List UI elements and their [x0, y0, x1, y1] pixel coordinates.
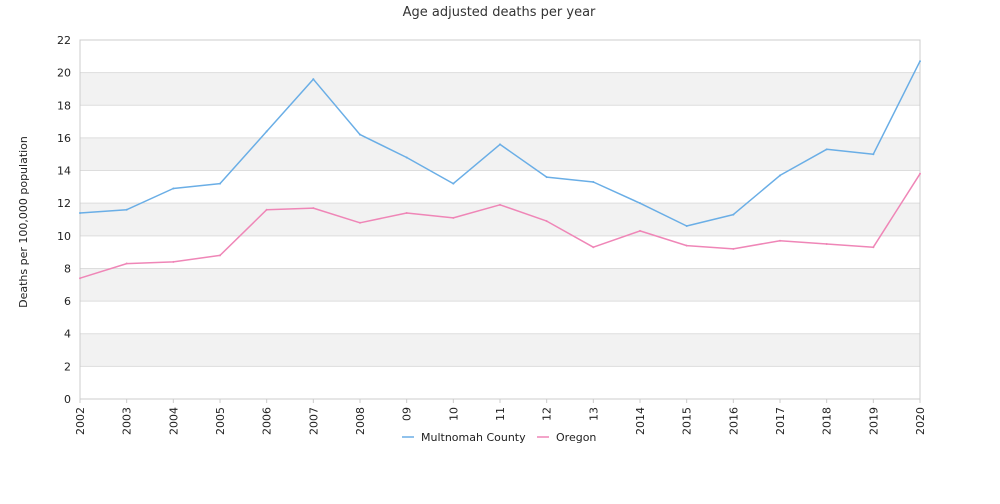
- x-tick-label: 2014: [634, 407, 647, 435]
- data-point: [545, 220, 548, 223]
- legend-item[interactable]: Multnomah County: [402, 431, 526, 444]
- grid-band: [80, 72, 920, 106]
- data-point: [592, 180, 595, 183]
- legend-label: Oregon: [556, 431, 596, 444]
- data-point: [639, 229, 641, 232]
- x-tick-label: 2003: [121, 407, 134, 435]
- x-tick-label: 2006: [261, 407, 274, 435]
- data-point: [685, 225, 688, 228]
- x-tick-label: 2016: [727, 407, 740, 435]
- y-tick-label: 16: [57, 132, 71, 145]
- x-tick-label: 13: [587, 407, 600, 421]
- grid-bands: [80, 72, 920, 367]
- x-tick-label: 2002: [74, 407, 87, 435]
- x-tick-label: 10: [447, 407, 460, 421]
- data-point: [125, 262, 128, 265]
- y-tick-label: 6: [64, 295, 71, 308]
- data-point: [405, 211, 408, 214]
- data-point: [219, 182, 221, 185]
- y-tick-label: 20: [57, 67, 71, 80]
- data-point: [452, 216, 455, 219]
- data-point: [499, 143, 501, 146]
- data-point: [732, 213, 735, 216]
- data-point: [639, 202, 641, 205]
- y-tick-label: 4: [64, 328, 71, 341]
- data-point: [779, 239, 781, 242]
- y-tick-label: 0: [64, 393, 71, 406]
- x-tick-label: 09: [401, 407, 414, 421]
- y-tick-label: 2: [64, 360, 71, 373]
- series-lines: [79, 60, 921, 280]
- x-tick-label: 12: [541, 407, 554, 421]
- x-tick-label: 2007: [307, 407, 320, 435]
- data-point: [872, 246, 875, 249]
- data-point: [405, 156, 408, 159]
- y-tick-labels: 0 2 4 6 8 10 12 14 16 18 20 22: [57, 34, 71, 406]
- legend-item[interactable]: Oregon: [537, 431, 596, 444]
- y-tick-label: 18: [57, 99, 71, 112]
- y-tick-label: 8: [64, 262, 71, 275]
- data-point: [359, 221, 361, 224]
- x-tick-label: 11: [494, 407, 507, 421]
- data-point: [732, 247, 735, 250]
- data-point: [265, 130, 268, 133]
- x-tick-labels: 2002 2003 2004 2005 2006 2007 2008 09 10 11 12 13 20…: [74, 399, 927, 435]
- x-tick-label: 2018: [821, 407, 834, 435]
- x-tick-label: 2017: [774, 407, 787, 435]
- grid-band: [80, 137, 920, 171]
- data-point: [172, 187, 175, 190]
- data-point: [452, 182, 455, 185]
- data-point: [359, 133, 361, 136]
- x-tick-label: 2004: [167, 407, 180, 435]
- data-point: [592, 246, 595, 249]
- data-point: [265, 208, 268, 211]
- grid-band: [80, 333, 920, 367]
- data-point: [685, 244, 688, 247]
- x-tick-label: 2005: [214, 407, 227, 435]
- x-tick-label: 2008: [354, 407, 367, 435]
- data-point: [172, 260, 175, 263]
- y-tick-label: 12: [57, 197, 71, 210]
- data-point: [872, 153, 875, 156]
- x-tick-label: 2015: [681, 407, 694, 435]
- data-point: [79, 211, 81, 214]
- data-point: [499, 203, 501, 206]
- data-point: [125, 208, 128, 211]
- data-point: [312, 78, 315, 81]
- data-point: [79, 277, 81, 280]
- y-axis-title: Deaths per 100,000 population: [17, 136, 30, 308]
- x-tick-label: 2020: [914, 407, 927, 435]
- y-tick-label: 14: [57, 165, 71, 178]
- legend[interactable]: Multnomah County Oregon: [402, 431, 596, 444]
- y-tick-label: 10: [57, 230, 71, 243]
- data-point: [779, 174, 781, 177]
- data-point: [825, 148, 828, 151]
- data-point: [919, 172, 921, 175]
- data-point: [545, 176, 548, 179]
- legend-label: Multnomah County: [421, 431, 526, 444]
- data-point: [219, 254, 221, 257]
- y-tick-label: 22: [57, 34, 71, 47]
- data-point: [312, 207, 315, 210]
- data-point: [919, 60, 921, 63]
- x-tick-label: 2019: [867, 407, 880, 435]
- grid-band: [80, 268, 920, 302]
- grid-band: [80, 203, 920, 236]
- data-point: [825, 242, 828, 245]
- chart-title: Age adjusted deaths per year: [403, 5, 596, 20]
